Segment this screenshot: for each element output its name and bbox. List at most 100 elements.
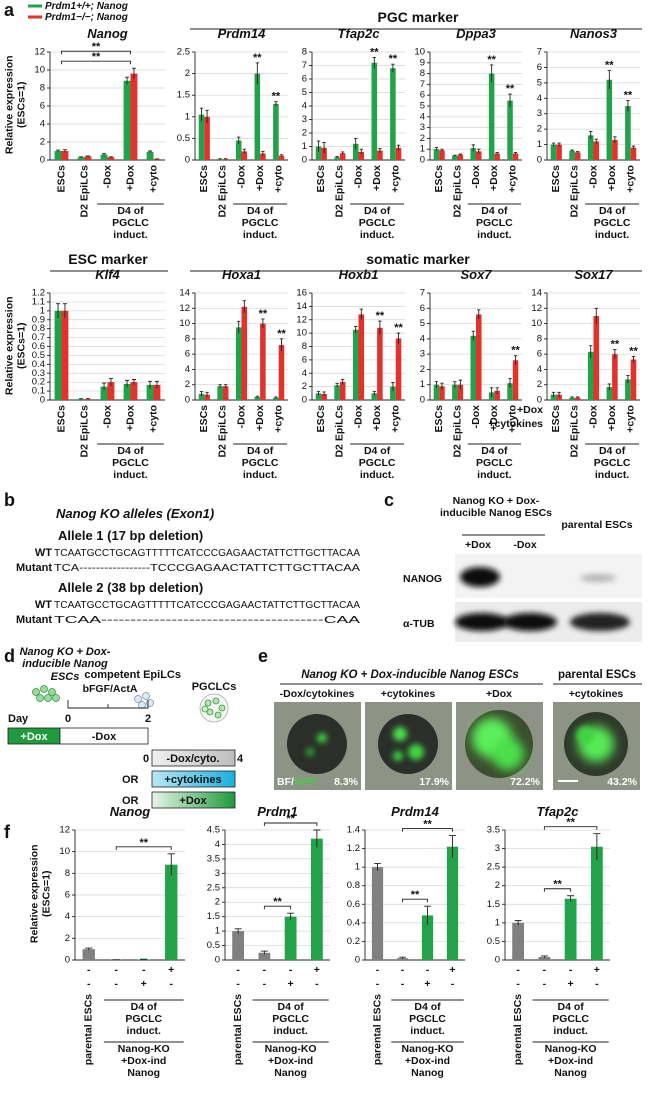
- y-axis-label: Relative expression (ESCs=1): [3, 295, 27, 395]
- condition-mark: -: [263, 978, 267, 990]
- error-bar: [391, 382, 395, 391]
- bar: [352, 143, 359, 160]
- error-bar: [124, 76, 130, 85]
- y-tick-label: 4: [65, 911, 70, 922]
- group-label: D4 of PGCLC induct.: [112, 445, 149, 481]
- error-bar: [359, 148, 363, 155]
- panel-letter: a: [4, 0, 15, 20]
- y-tick-label: 3.5: [207, 853, 220, 864]
- bar: [470, 335, 476, 400]
- x-tick-label: +cyto: [147, 165, 159, 193]
- error-bar: [540, 955, 548, 959]
- y-tick-label: 4: [215, 839, 220, 850]
- bar: [258, 952, 271, 960]
- y-tick-label: 4: [537, 364, 542, 375]
- error-bar: [570, 149, 574, 152]
- y-tick-label: 6: [302, 74, 307, 85]
- bar: [284, 916, 297, 960]
- y-tick-label: 1: [185, 111, 190, 122]
- x-tick-label: D2 EpiLCs: [451, 405, 463, 458]
- bar: [352, 329, 359, 400]
- bar: [421, 915, 434, 960]
- error-bar: [242, 148, 246, 154]
- error-bar: [576, 396, 580, 399]
- condition-label: +Dox: [486, 688, 512, 700]
- error-bar: [513, 151, 518, 155]
- y-tick-label: 9: [420, 57, 425, 68]
- bar: [390, 68, 396, 160]
- bar: [61, 310, 69, 400]
- group-label: D4 of PGCLC induct.: [476, 205, 513, 241]
- y-tick-label: 8: [40, 83, 45, 94]
- bar: [569, 397, 575, 400]
- error-bar: [593, 833, 601, 860]
- error-bar: [489, 387, 494, 397]
- group-label: D4 of PGCLC induct.: [593, 205, 631, 241]
- y-tick-label: 3: [495, 843, 500, 854]
- error-bar: [613, 349, 617, 359]
- section-header: somatic marker: [366, 251, 470, 267]
- error-bar: [316, 390, 321, 396]
- condition-mark: -: [315, 978, 319, 990]
- significance: **: [553, 879, 562, 891]
- condition-mark: -: [426, 964, 430, 976]
- y-tick-label: 2: [420, 133, 425, 144]
- y-tick-label: 2: [537, 379, 542, 390]
- y-tick-label: 0: [215, 955, 220, 966]
- condition-label: +Dox: [517, 404, 543, 416]
- cell-cluster: [199, 693, 229, 723]
- bar: [204, 394, 210, 400]
- y-tick-label: 5: [537, 77, 542, 88]
- x-tick-label: ESCs: [55, 405, 67, 433]
- image-header: parental ESCs: [558, 669, 636, 681]
- cell-label: Nanog KO + Dox-inducible Nanog ESCs: [19, 646, 111, 683]
- y-tick-label: 0: [537, 395, 542, 406]
- error-bar: [62, 303, 68, 318]
- y-tick-label: 2.5: [207, 882, 220, 893]
- x-tick-label: +Dox: [488, 165, 500, 191]
- bar: [395, 338, 402, 400]
- bar: [377, 327, 383, 400]
- y-tick-label: 0.2: [347, 936, 360, 947]
- chart-title: Tfap2c: [338, 26, 381, 41]
- panel-letter: f: [4, 822, 11, 842]
- group-label: D4 of PGCLC induct.: [358, 205, 396, 241]
- x-tick-label: +cyto: [147, 405, 159, 433]
- error-bar: [399, 956, 406, 960]
- condition-mark: -: [115, 964, 119, 976]
- bar: [512, 153, 519, 160]
- error-bar: [147, 150, 153, 153]
- error-bar: [274, 101, 278, 106]
- error-bar: [514, 920, 522, 926]
- error-bar: [237, 136, 241, 145]
- bar: [488, 73, 495, 160]
- x-tick-label: -Dox: [101, 165, 113, 188]
- error-bar: [147, 380, 153, 389]
- error-bar: [354, 137, 358, 150]
- bar: [315, 146, 322, 160]
- factor-label: bFGF/ActA: [83, 683, 138, 695]
- x-tick-label: ESCs: [433, 165, 445, 193]
- y-tick-label: 12: [296, 314, 307, 325]
- error-bar: [607, 70, 611, 90]
- error-bar: [631, 145, 636, 150]
- x-tick-label: +Dox: [254, 165, 266, 191]
- bar: [198, 393, 205, 400]
- condition-mark: +: [594, 964, 600, 976]
- blot-band: [460, 567, 500, 587]
- bar: [433, 149, 440, 160]
- x-tick-label: D2 EpiLCs: [569, 165, 581, 218]
- bar-label: +cytokines: [164, 774, 221, 786]
- chart-title: Tfap2c: [537, 804, 580, 819]
- x-tick-label: D2 EpiLCs: [569, 405, 581, 458]
- condition-mark: -: [516, 964, 520, 976]
- x-tick-label: D2 EpiLCs: [451, 165, 463, 218]
- y-tick-label: 0.5: [207, 940, 220, 951]
- blot-band: [455, 613, 509, 631]
- y-tick-label: 0.5: [32, 350, 45, 361]
- condition-label: +cytokines: [569, 688, 624, 700]
- error-bar: [55, 149, 61, 152]
- condition-mark: -: [401, 964, 405, 976]
- allele-label: Allele 2 (38 bp deletion): [58, 580, 203, 595]
